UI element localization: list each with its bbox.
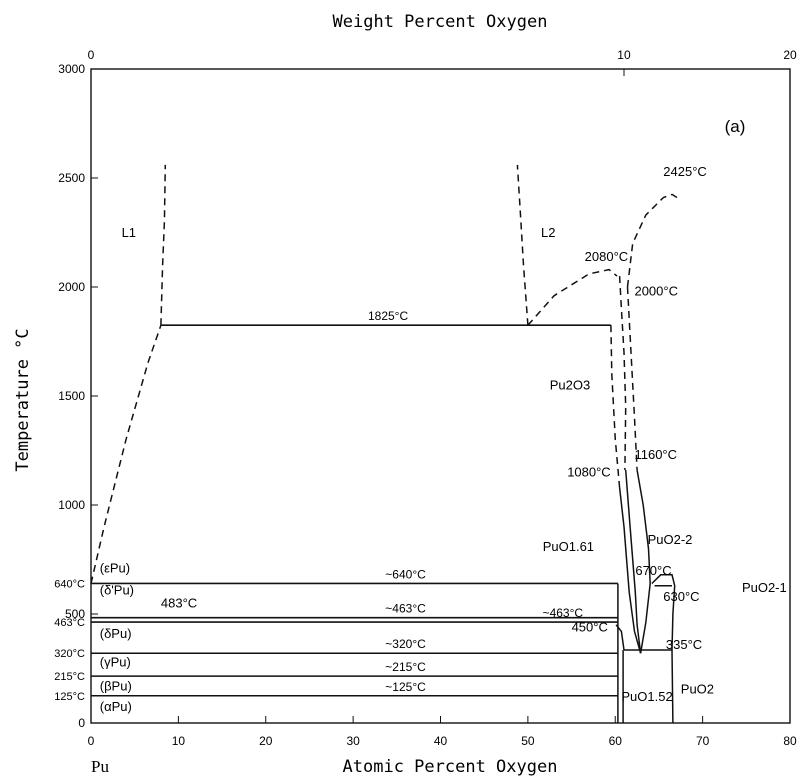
y-tick-label: 1000 [58,498,85,512]
y-axis-title: Temperature °C [13,328,33,471]
phase-boundary [618,487,642,654]
diagram-label: 335°C [666,637,702,652]
phase-boundary [527,268,618,326]
diagram-label: (δPu) [100,626,132,641]
diagram-label: (εPu) [100,561,130,576]
diagram-label: (βPu) [100,678,132,693]
x-tick-label: 50 [521,734,535,748]
diagram-label: PuO1.52 [621,689,672,704]
x-tick-label: 60 [609,734,623,748]
phase-boundary [516,164,529,326]
isotherm-label: ~640°C [385,567,426,581]
y-tick-label: 500 [65,607,85,621]
panel-label: (a) [725,117,746,136]
isotherm-label: ~320°C [385,637,426,651]
region-labels: L1 L2 2425°C 2080°C 2000°C Pu2O3 1080°C 1160°C P… [100,164,787,714]
diagram-label: L2 [541,225,555,240]
top-tick-label: 10 [617,48,631,62]
diagram-label: 1160°C [634,447,677,462]
diagram-label: 670°C [635,563,671,578]
y-tick-label: 3000 [58,62,85,76]
diagram-label: PuO2 [681,682,714,697]
x-end-label: Pu [91,757,109,776]
diagram-label: 2000°C [634,284,678,299]
axis-ticks: 0 10 20 30 40 50 60 70 80 0 10 20 0 500 1000 1500 2000 25… [54,48,797,748]
y-tick-label: 0 [78,716,85,730]
y-tick-label: 2500 [58,171,85,185]
top-tick-label: 20 [783,48,797,62]
phase-boundary [618,276,627,471]
phase-boundary [610,325,621,488]
isotherm-label: ~463°C [543,606,584,620]
x-tick-label: 10 [172,734,186,748]
diagram-label: 483°C [161,595,197,610]
x-tick-label: 30 [346,734,360,748]
diagram-label: 450°C [572,619,608,634]
diagram-label: 2080°C [585,249,629,264]
top-axis-title: Weight Percent Oxygen [333,12,548,32]
phase-boundary [90,324,162,584]
y-special-tick-label: 215°C [54,671,85,683]
diagram-label: (αPu) [100,699,132,714]
isotherm-label: ~463°C [385,602,426,616]
y-tick-label: 1500 [58,389,85,403]
phase-boundary [626,286,638,471]
x-tick-label: 20 [259,734,273,748]
isotherm-label: ~125°C [385,680,426,694]
isotherm-label: ~215°C [385,660,426,674]
phase-boundary [160,164,167,326]
y-special-tick-label: 320°C [54,648,85,660]
phase-boundary [624,470,642,654]
diagram-label: 1080°C [567,465,611,480]
x-tick-label: 40 [434,734,448,748]
x-tick-label: 70 [696,734,710,748]
isotherm-label: 1825°C [368,309,408,323]
y-special-tick-label: 125°C [54,691,85,703]
x-tick-label: 80 [783,734,797,748]
x-tick-label: 0 [88,734,95,748]
diagram-label: PuO2-1 [742,580,787,595]
diagram-label: (γPu) [100,654,131,669]
top-tick-label: 0 [88,48,95,62]
y-special-tick-label: 640°C [54,578,85,590]
diagram-label: L1 [122,225,136,240]
isotherm-lines: 1825°C ~640°C ~463°C ~463°C ~320°C ~215°C ~125… [91,309,618,697]
diagram-label: PuO2-2 [648,532,693,547]
y-special-tick-label: 463°C [54,617,85,629]
y-tick-label: 2000 [58,280,85,294]
phase-boundary [636,469,651,654]
phase-boundaries [90,164,682,724]
x-axis-title: Atomic Percent Oxygen [343,757,558,777]
diagram-label: (δ'Pu) [100,582,134,597]
phase-boundary [626,193,682,288]
diagram-label: PuO1.61 [543,539,594,554]
phase-boundary [615,624,625,651]
diagram-label: 2425°C [663,164,707,179]
diagram-label: Pu2O3 [550,377,590,392]
diagram-label: 630°C [663,589,699,604]
